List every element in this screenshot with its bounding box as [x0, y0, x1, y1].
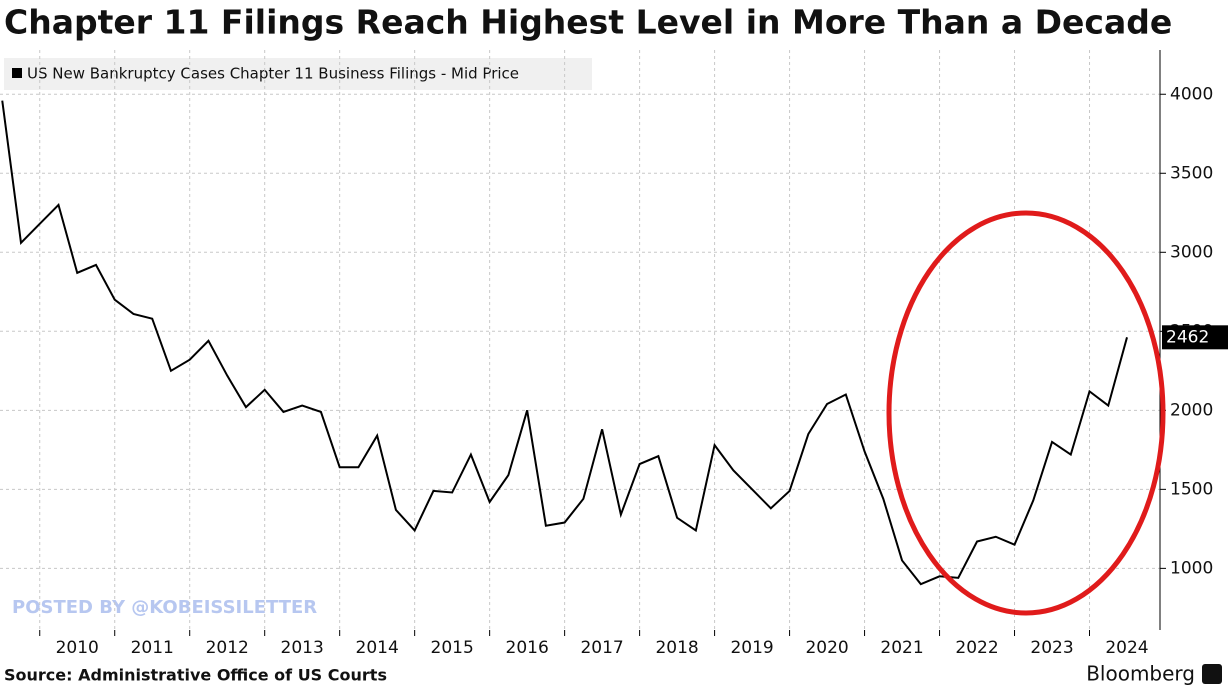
legend-swatch: [12, 68, 22, 78]
source: Source: Administrative Office of US Cour…: [4, 666, 387, 685]
last-value-box: [1162, 325, 1228, 350]
y-tick-label: 4000: [1170, 84, 1213, 104]
y-tick-label: 1000: [1170, 558, 1213, 578]
x-tick-label: 2018: [655, 638, 698, 658]
chart-title: Chapter 11 Filings Reach Highest Level i…: [4, 3, 1172, 42]
x-tick-label: 2010: [56, 638, 99, 658]
watermark: POSTED BY @KOBEISSILETTER: [12, 597, 317, 618]
x-tick-label: 2022: [955, 638, 998, 658]
y-tick-label: 2000: [1170, 400, 1213, 420]
x-tick-label: 2023: [1030, 638, 1073, 658]
y-tick-label: 3000: [1170, 242, 1213, 262]
x-tick-label: 2021: [880, 638, 923, 658]
last-value-label: 2462: [1166, 327, 1209, 347]
x-tick-label: 2019: [730, 638, 773, 658]
brand-icon: [1202, 664, 1222, 684]
x-tick-label: 2015: [431, 638, 474, 658]
x-tick-label: 2012: [206, 638, 249, 658]
highlight-ellipse: [886, 210, 1166, 616]
x-tick-label: 2020: [805, 638, 848, 658]
x-tick-label: 2013: [281, 638, 324, 658]
y-tick-label: 1500: [1170, 479, 1213, 499]
x-tick-label: 2014: [356, 638, 399, 658]
legend-box: [4, 58, 592, 90]
x-tick-label: 2024: [1105, 638, 1148, 658]
x-tick-label: 2016: [506, 638, 549, 658]
line: [1, 100, 1128, 586]
y-tick-label: 3500: [1170, 163, 1213, 183]
x-tick-label: 2011: [131, 638, 174, 658]
x-tick-label: 2017: [580, 638, 623, 658]
legend-label: US New Bankruptcy Cases Chapter 11 Busin…: [27, 65, 519, 83]
brand: Bloomberg: [1086, 662, 1195, 686]
